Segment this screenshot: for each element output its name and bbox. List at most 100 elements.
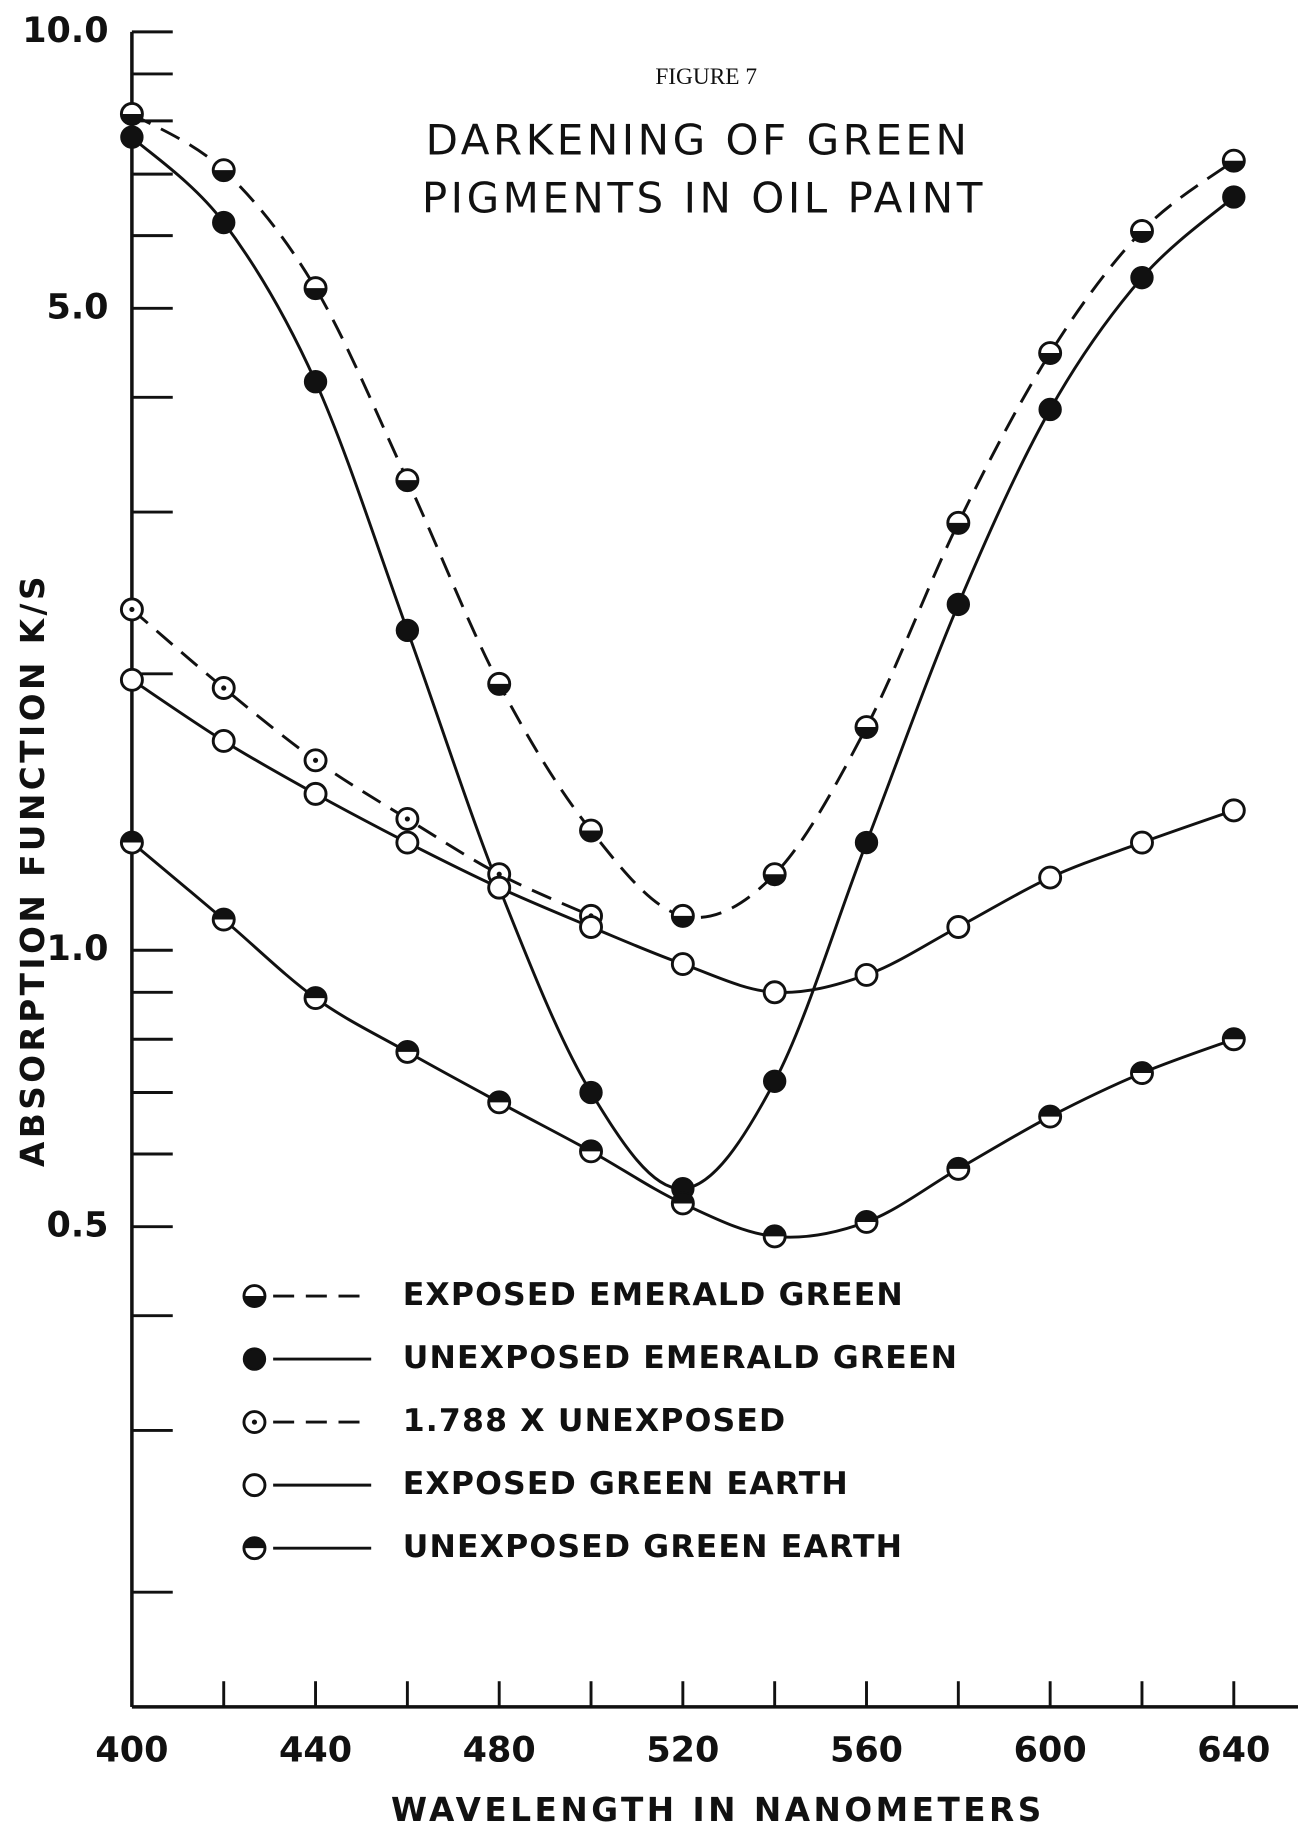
marker-half	[1039, 1106, 1061, 1117]
marker-center	[496, 871, 502, 877]
marker	[762, 1224, 787, 1249]
marker-half	[1131, 1062, 1153, 1074]
marker	[1222, 185, 1246, 209]
marker-dot	[487, 875, 512, 900]
marker-dot	[579, 1080, 603, 1105]
marker	[242, 1536, 267, 1561]
x-tick-label: 600	[1014, 1730, 1087, 1770]
marker-dot	[946, 915, 971, 939]
marker-half	[1223, 160, 1245, 172]
marker	[579, 915, 603, 939]
marker	[762, 980, 787, 1005]
marker-half	[121, 113, 143, 125]
marker-half	[396, 1041, 418, 1052]
marker-half	[488, 683, 510, 695]
marker	[119, 667, 144, 692]
marker-dot	[579, 915, 603, 939]
marker-dot	[1130, 265, 1154, 290]
marker	[946, 1156, 971, 1181]
series-line	[130, 608, 592, 918]
marker	[1130, 219, 1154, 243]
marker-half	[855, 727, 878, 738]
marker-half	[580, 830, 602, 842]
marker-dot	[762, 980, 787, 1005]
marker-center	[221, 685, 227, 691]
marker	[946, 592, 970, 617]
marker	[1038, 341, 1063, 365]
marker	[211, 676, 236, 700]
marker	[303, 748, 328, 773]
marker	[579, 1080, 603, 1105]
marker-half	[243, 1537, 265, 1549]
marker-half	[213, 170, 235, 181]
marker-half	[396, 480, 418, 491]
marker-dot	[670, 952, 695, 977]
y-tick-label: 1.0	[47, 929, 109, 969]
marker	[763, 1069, 787, 1093]
marker	[487, 1090, 512, 1115]
marker	[1130, 830, 1154, 855]
marker	[395, 1039, 420, 1064]
marker-dot	[395, 830, 420, 855]
marker	[395, 830, 420, 855]
chart-title: DARKENING OF GREEN	[426, 115, 971, 164]
x-tick-label: 520	[646, 1730, 719, 1770]
marker	[211, 907, 236, 932]
marker	[119, 830, 144, 855]
marker	[242, 1284, 267, 1308]
legend-label: 1.788 X UNEXPOSED	[403, 1403, 787, 1439]
marker	[854, 715, 879, 740]
marker	[303, 370, 328, 394]
marker-half	[1223, 1028, 1245, 1040]
marker-dot	[119, 667, 144, 692]
marker	[670, 903, 695, 928]
x-tick-label: 480	[463, 1730, 536, 1770]
marker-half	[121, 832, 143, 843]
marker	[854, 962, 879, 987]
marker-center	[251, 1419, 258, 1425]
marker-dot	[854, 962, 879, 987]
marker-half	[243, 1296, 265, 1307]
y-tick-label: 10.0	[22, 11, 108, 51]
marker-half	[672, 915, 694, 927]
marker-half	[305, 288, 327, 299]
marker-half	[672, 1192, 694, 1204]
marker	[242, 1347, 267, 1371]
marker-dot	[854, 830, 879, 855]
marker-half	[855, 1211, 878, 1222]
marker-dot	[763, 1069, 787, 1093]
marker-half	[580, 1140, 602, 1152]
marker-half	[305, 987, 327, 999]
marker-dot	[303, 370, 328, 394]
marker-dot	[1038, 865, 1063, 890]
series-line	[130, 136, 1235, 1191]
marker-dot	[1038, 397, 1062, 422]
marker	[119, 101, 144, 126]
marker	[670, 952, 695, 977]
marker-half	[947, 522, 969, 534]
x-tick-label: 560	[830, 1730, 903, 1770]
marker	[212, 210, 236, 235]
marker-center	[312, 757, 319, 763]
marker	[1221, 148, 1246, 173]
marker	[670, 1191, 695, 1216]
marker	[395, 468, 420, 493]
marker	[303, 986, 328, 1011]
x-tick-label: 400	[95, 1730, 168, 1770]
marker	[1130, 1061, 1154, 1086]
marker	[1038, 397, 1062, 422]
marker	[854, 1209, 879, 1234]
legend-label: UNEXPOSED EMERALD GREEN	[403, 1340, 959, 1376]
marker-half	[1039, 353, 1061, 364]
x-tick-label: 640	[1197, 1730, 1270, 1770]
x-axis-label: WAVELENGTH IN NANOMETERS	[391, 1791, 1045, 1829]
legend-label: EXPOSED EMERALD GREEN	[403, 1277, 904, 1313]
series-line	[131, 678, 1235, 994]
marker-dot	[242, 1347, 267, 1371]
legend-label: EXPOSED GREEN EARTH	[403, 1466, 849, 1502]
marker-half	[764, 1225, 786, 1237]
marker-dot	[395, 618, 420, 643]
marker-half	[947, 1158, 969, 1169]
marker-dot	[1221, 798, 1246, 823]
